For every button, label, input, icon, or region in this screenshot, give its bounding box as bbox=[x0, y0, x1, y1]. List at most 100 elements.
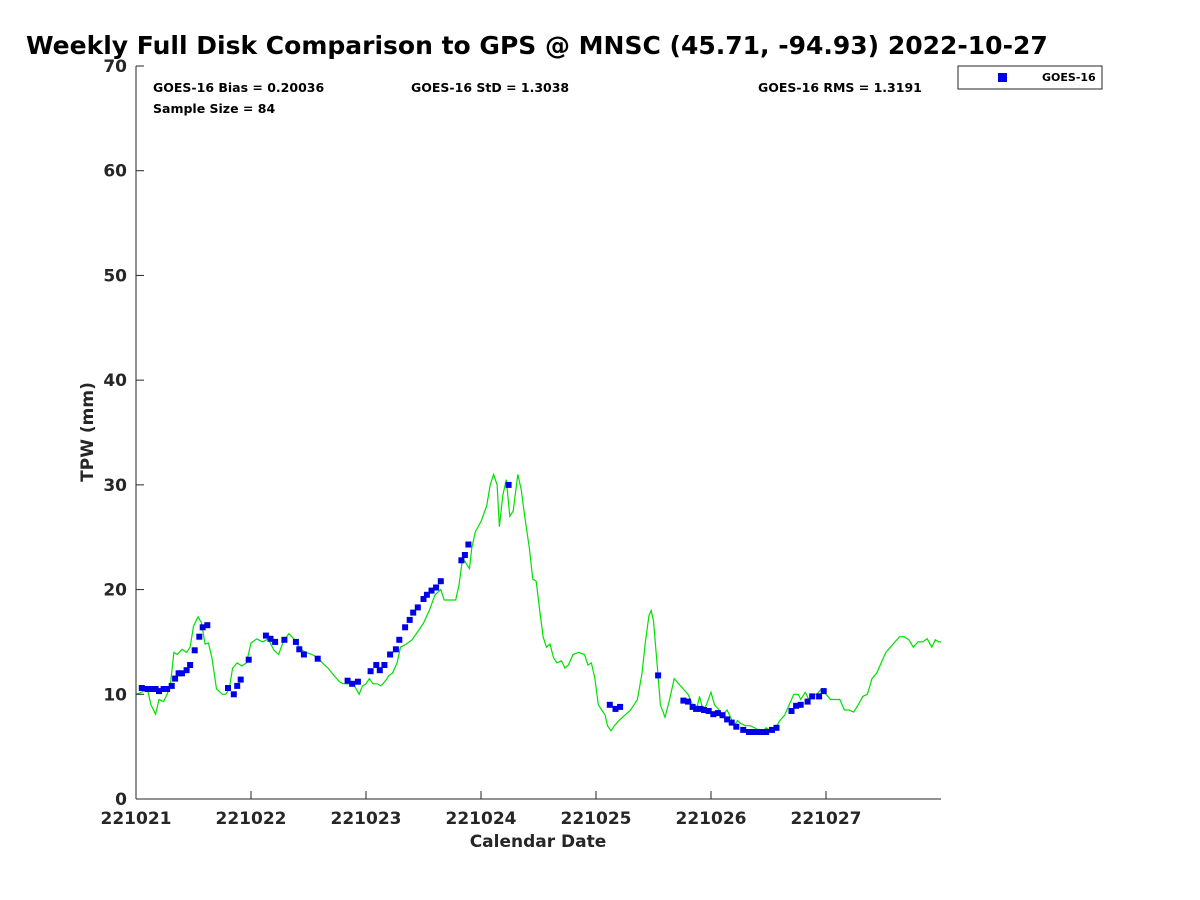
goes16-point bbox=[396, 636, 403, 643]
y-tick-label: 70 bbox=[103, 57, 127, 77]
x-tick-label: 221022 bbox=[216, 809, 287, 829]
goes16-point bbox=[406, 616, 413, 623]
y-tick-label: 50 bbox=[103, 266, 127, 286]
goes16-point bbox=[724, 716, 731, 723]
goes16-point bbox=[809, 693, 816, 700]
goes16-point bbox=[237, 676, 244, 683]
goes16-point bbox=[296, 646, 303, 653]
goes16-point bbox=[689, 703, 696, 710]
goes16-point bbox=[414, 604, 421, 611]
goes16-point bbox=[245, 656, 252, 663]
goes16-point bbox=[354, 678, 361, 685]
goes16-point bbox=[423, 591, 430, 598]
goes16-point bbox=[804, 698, 811, 705]
goes16-point bbox=[183, 667, 190, 674]
std-stat: GOES-16 StD = 1.3038 bbox=[411, 80, 569, 95]
y-axis-ticks: 0 10 20 30 40 50 60 70 bbox=[103, 57, 144, 810]
goes16-point bbox=[693, 705, 700, 712]
goes16-point bbox=[262, 632, 269, 639]
goes16-point bbox=[376, 667, 383, 674]
goes16-point bbox=[156, 688, 162, 695]
rms-stat: GOES-16 RMS = 1.3191 bbox=[758, 80, 922, 95]
x-axis-ticks: 221021 221022 221023 221024 221025 221026 2210… bbox=[101, 791, 862, 829]
goes16-point bbox=[740, 726, 747, 733]
goes16-point bbox=[147, 686, 154, 692]
goes16-point bbox=[410, 609, 417, 616]
goes16-point bbox=[300, 651, 307, 658]
x-axis-label: Calendar Date bbox=[470, 832, 607, 852]
goes16-point bbox=[685, 698, 691, 705]
x-tick-label: 221023 bbox=[331, 809, 402, 829]
x-tick-label: 221024 bbox=[446, 809, 517, 829]
goes16-point bbox=[797, 701, 804, 708]
goes16-point bbox=[349, 680, 356, 687]
goes16-point bbox=[606, 701, 613, 708]
plot-area bbox=[136, 66, 941, 799]
goes16-point bbox=[710, 711, 717, 718]
goes16-point bbox=[314, 655, 321, 662]
y-axis-label: TPW (mm) bbox=[78, 382, 98, 482]
goes16-point bbox=[465, 541, 472, 548]
goes16-point bbox=[680, 697, 687, 704]
y-tick-label: 30 bbox=[103, 476, 127, 496]
goes16-point bbox=[719, 712, 726, 719]
x-tick-label: 221025 bbox=[561, 809, 632, 829]
goes16-point bbox=[175, 670, 182, 677]
goes16-point bbox=[152, 686, 159, 692]
goes16-point bbox=[168, 682, 175, 689]
goes16-point bbox=[733, 723, 740, 730]
goes16-point bbox=[199, 624, 206, 631]
goes16-point bbox=[187, 662, 194, 668]
goes16-point bbox=[773, 724, 780, 731]
goes16-point bbox=[272, 638, 279, 645]
goes16-point bbox=[458, 557, 465, 564]
goes16-point bbox=[820, 688, 827, 695]
legend-label-goes16: GOES-16 bbox=[1042, 71, 1096, 84]
goes16-point bbox=[179, 670, 185, 677]
goes16-point bbox=[234, 682, 241, 689]
goes16-point bbox=[757, 729, 764, 735]
legend-marker-goes16 bbox=[998, 73, 1007, 82]
goes16-point bbox=[164, 686, 171, 692]
goes16-point bbox=[505, 481, 512, 488]
goes16-point bbox=[204, 622, 211, 629]
gps-line bbox=[135, 472, 941, 732]
goes16-point bbox=[428, 587, 435, 594]
goes16-point bbox=[433, 584, 440, 591]
goes16-point bbox=[769, 726, 775, 733]
goes16-point bbox=[381, 662, 388, 668]
goes16-point bbox=[225, 685, 231, 691]
goes16-point bbox=[788, 708, 795, 714]
goes16-point bbox=[172, 675, 179, 682]
goes16-point bbox=[292, 638, 299, 645]
goes16-point bbox=[367, 668, 374, 675]
y-tick-label: 10 bbox=[103, 685, 127, 705]
goes16-point bbox=[701, 707, 708, 713]
goes16-point bbox=[793, 702, 800, 709]
goes16-point bbox=[387, 651, 394, 658]
x-tick-label: 221026 bbox=[676, 809, 747, 829]
x-tick-label: 221021 bbox=[101, 809, 172, 829]
legend: GOES-16 bbox=[957, 65, 1103, 90]
goes16-series bbox=[138, 481, 827, 735]
goes16-point bbox=[714, 710, 721, 717]
sample-size-stat: Sample Size = 84 bbox=[153, 101, 275, 116]
chart-title: Weekly Full Disk Comparison to GPS @ MNS… bbox=[26, 31, 1048, 60]
bias-stat: GOES-16 Bias = 0.20036 bbox=[153, 80, 324, 95]
goes16-point bbox=[655, 672, 662, 679]
goes16-point bbox=[697, 705, 704, 712]
goes16-point bbox=[373, 662, 380, 668]
legend-box bbox=[957, 65, 1103, 90]
goes16-point bbox=[420, 596, 427, 602]
goes16-point bbox=[191, 647, 198, 654]
goes16-point bbox=[617, 703, 624, 710]
x-tick-label: 221027 bbox=[791, 809, 862, 829]
goes16-point bbox=[144, 686, 151, 692]
goes16-point bbox=[816, 693, 823, 700]
goes16-point bbox=[344, 677, 351, 684]
goes16-point bbox=[746, 729, 752, 735]
goes16-point bbox=[437, 578, 444, 585]
goes16-point bbox=[267, 635, 274, 642]
goes16-point bbox=[230, 691, 237, 698]
